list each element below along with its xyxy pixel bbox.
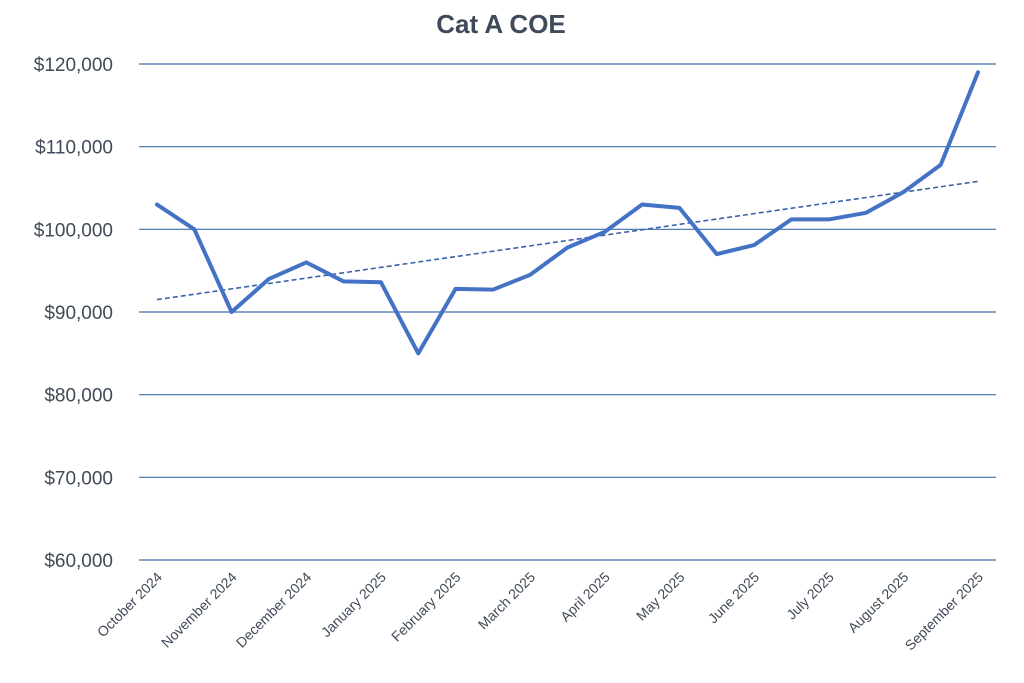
data-point (900, 189, 906, 195)
data-point (341, 278, 347, 284)
x-tick-label: November 2024 (158, 569, 240, 651)
y-tick-label: $120,000 (34, 55, 113, 76)
data-point (751, 242, 757, 248)
data-point (788, 216, 794, 222)
x-tick-label: June 2025 (705, 569, 763, 627)
data-point (938, 162, 944, 168)
data-point (565, 245, 571, 251)
data-point (714, 251, 720, 257)
x-tick-label: April 2025 (557, 569, 613, 625)
data-point (453, 286, 459, 292)
x-tick-label: October 2024 (94, 569, 165, 640)
data-point (975, 69, 981, 75)
data-point (229, 309, 235, 315)
y-tick-label: $90,000 (44, 303, 113, 324)
x-tick-label: August 2025 (845, 569, 912, 636)
data-point (303, 259, 309, 265)
data-point (191, 226, 197, 232)
x-tick-label: September 2025 (902, 569, 987, 654)
x-tick-label: March 2025 (475, 569, 539, 633)
trendline (156, 180, 979, 301)
y-tick-label: $110,000 (35, 138, 113, 159)
series-line-cat-a-coe (155, 70, 980, 356)
gridlines (139, 63, 996, 561)
data-point (826, 216, 832, 222)
y-tick-label: $60,000 (44, 551, 113, 572)
data-point (527, 272, 533, 278)
x-tick-label: January 2025 (318, 569, 389, 640)
data-point (266, 276, 272, 282)
chart-title: Cat A COE (436, 9, 566, 39)
y-tick-label: $80,000 (44, 386, 113, 407)
data-point (639, 202, 645, 208)
y-axis-ticks: $60,000 $70,000 $80,000 $90,000 $100,000 $110… (34, 55, 113, 572)
y-tick-label: $100,000 (34, 220, 113, 241)
x-tick-label: May 2025 (633, 569, 688, 624)
x-tick-label: July 2025 (783, 569, 837, 623)
data-point (490, 287, 496, 293)
data-point (863, 210, 869, 216)
data-point (415, 350, 421, 356)
x-tick-label: February 2025 (388, 569, 464, 645)
data-point (602, 229, 608, 235)
y-tick-label: $70,000 (44, 468, 113, 489)
x-tick-label: December 2024 (233, 569, 315, 651)
data-point (676, 205, 682, 211)
data-point (154, 202, 160, 208)
data-point (378, 279, 384, 285)
